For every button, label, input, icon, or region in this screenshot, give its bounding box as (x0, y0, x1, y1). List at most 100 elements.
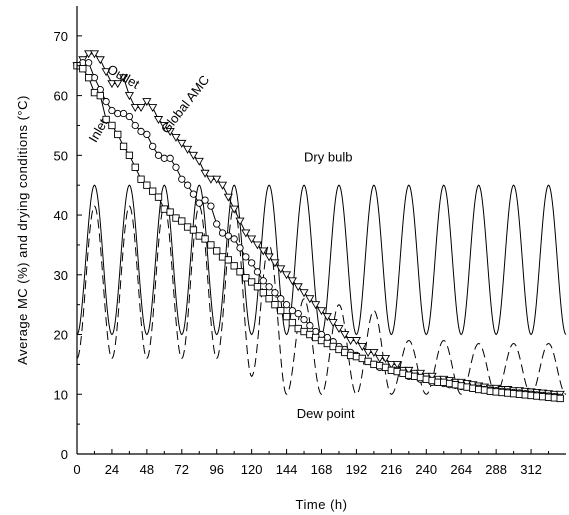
inlet-point (207, 241, 215, 249)
outlet-point (305, 295, 315, 304)
inlet-point (277, 306, 285, 315)
global-amc-point (102, 97, 110, 106)
outlet-point (287, 277, 297, 286)
outlet-point (107, 80, 117, 89)
outlet-point (188, 151, 199, 160)
outlet-point (264, 253, 274, 262)
outlet-point (229, 205, 239, 214)
outlet-series (72, 50, 565, 399)
global-amc-point (183, 181, 192, 189)
y-tick-label: 10 (54, 387, 68, 402)
outlet-point (142, 98, 152, 107)
inlet-point (114, 130, 122, 139)
x-tick-label: 144 (276, 462, 298, 477)
global-amc-point (195, 199, 203, 207)
outlet-point (322, 313, 332, 322)
outlet-point (380, 354, 391, 363)
global-amc-point (125, 112, 134, 121)
outlet-point (252, 241, 263, 250)
global-amc-point (230, 235, 238, 243)
dew-point-series (76, 205, 567, 395)
annotation-outlet: Outlet (105, 61, 143, 92)
global-amc-point (137, 127, 145, 136)
outlet-point (153, 116, 164, 124)
inlet-point (79, 65, 87, 73)
global-amc-point (259, 277, 267, 285)
y-tick-label: 60 (54, 89, 68, 104)
inlet-point (247, 278, 256, 286)
outlet-point (200, 169, 210, 178)
outlet-point (118, 74, 129, 83)
global-amc-point (236, 244, 244, 252)
outlet-point (95, 56, 105, 65)
inlet-point (556, 394, 564, 403)
outlet-point (113, 80, 123, 89)
inlet-point (230, 262, 238, 270)
global-amc-point (149, 142, 157, 151)
global-amc-point (294, 309, 302, 318)
outlet-point (311, 301, 321, 310)
outlet-point (346, 337, 356, 346)
inlet-point (84, 74, 93, 82)
global-amc-series (73, 59, 564, 401)
inlet-point (271, 301, 279, 309)
global-amc-point (253, 268, 262, 276)
outlet-point (363, 349, 373, 357)
y-axis-label: Average MC (%) and drying conditions (°C… (15, 95, 30, 365)
inlet-point (131, 163, 139, 171)
inlet-line (76, 65, 561, 399)
inlet-point (108, 121, 116, 130)
outlet-point (241, 229, 251, 238)
global-amc-point (300, 315, 308, 324)
global-amc-point (178, 175, 186, 183)
inlet-point (224, 256, 233, 264)
global-amc-point (277, 295, 285, 303)
outlet-point (183, 145, 193, 154)
x-tick-label: 48 (140, 462, 154, 477)
inlet-point (282, 312, 291, 321)
outlet-point (171, 133, 181, 142)
outlet-point (206, 175, 216, 184)
x-tick-label: 120 (241, 462, 263, 477)
outlet-point (159, 122, 169, 130)
outlet-point (293, 283, 303, 292)
y-tick-label: 40 (54, 208, 68, 223)
global-amc-point (189, 190, 198, 198)
y-tick-label: 50 (54, 148, 68, 163)
global-amc-point (242, 253, 250, 261)
x-tick-label: 192 (346, 462, 368, 477)
inlet-point (253, 283, 262, 291)
annotation-global-amc: Global AMC (158, 72, 213, 136)
outlet-point (351, 337, 362, 346)
outlet-point (212, 175, 222, 184)
global-amc-point (218, 229, 227, 237)
global-amc-point (172, 163, 180, 171)
outlet-point (375, 354, 385, 363)
global-amc-point (131, 121, 139, 130)
inlet-point (125, 151, 134, 159)
outlet-point (334, 325, 344, 334)
axes: 0 24 48 72 96 120 144 168 192 216 240 264 288 312 0 10 2… (54, 6, 566, 477)
outlet-point (165, 127, 175, 136)
global-amc-point (119, 109, 128, 118)
inlet-point (137, 175, 145, 183)
outlet-point (101, 68, 111, 77)
inlet-point (259, 289, 267, 297)
y-tick-label: 30 (54, 268, 68, 283)
inlet-point (213, 247, 221, 255)
inlet-point (143, 181, 151, 189)
inlet-point (201, 235, 209, 243)
outlet-point (217, 181, 228, 190)
inlet-point (265, 295, 273, 303)
annotation-dew-point: Dew point (297, 406, 355, 421)
x-tick-label: 216 (381, 462, 403, 477)
global-amc-point (282, 301, 291, 309)
x-tick-label: 312 (520, 462, 542, 477)
inlet-point (96, 91, 104, 100)
outlet-point (124, 92, 134, 101)
inlet-point (242, 274, 250, 282)
outlet-point (130, 104, 140, 113)
outlet-point (281, 271, 292, 280)
inlet-point (236, 268, 244, 276)
